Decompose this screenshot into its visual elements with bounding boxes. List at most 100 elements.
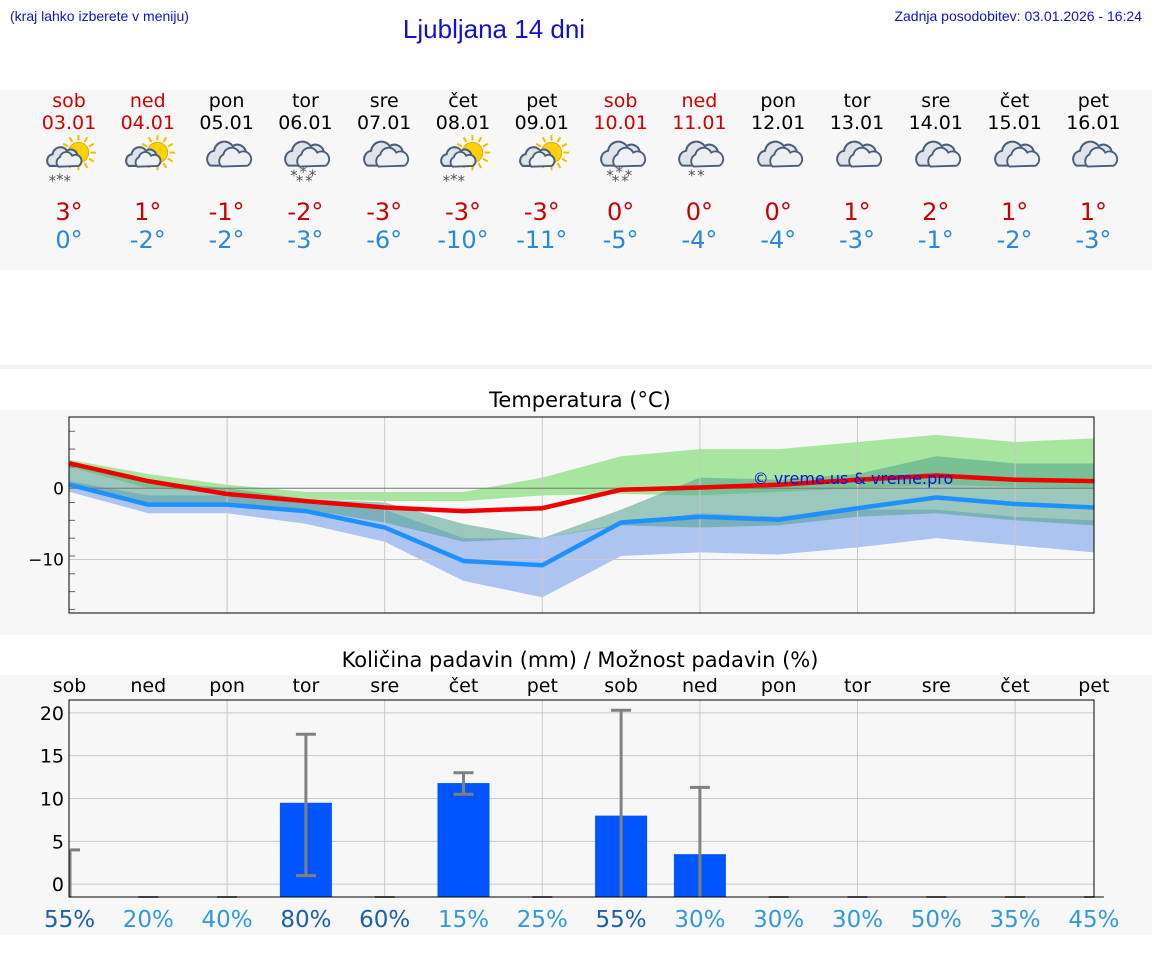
category-label: pet bbox=[1078, 675, 1109, 697]
section-divider bbox=[0, 365, 1152, 369]
sun-ray bbox=[456, 142, 463, 148]
cloud-shape bbox=[1084, 146, 1119, 168]
sun-ray bbox=[462, 136, 468, 143]
sun-ray bbox=[535, 142, 542, 148]
sun-ray bbox=[477, 162, 483, 169]
cloud-shape bbox=[449, 151, 477, 168]
probability-label: 45% bbox=[1068, 907, 1119, 933]
snowflake: * bbox=[621, 172, 628, 188]
y-tick-label: 0 bbox=[53, 479, 64, 499]
max-temperature: 1° bbox=[1000, 198, 1029, 226]
min-temperature: -2° bbox=[129, 226, 166, 254]
sun-ray bbox=[561, 142, 568, 148]
min-temperature: -4° bbox=[760, 226, 797, 254]
day-name: pon bbox=[208, 90, 245, 112]
sun-ray bbox=[167, 142, 174, 148]
category-label: ned bbox=[682, 675, 718, 697]
max-temperature: 1° bbox=[134, 198, 162, 226]
probability-label: 55% bbox=[44, 907, 95, 933]
min-temperature: -5° bbox=[602, 226, 639, 254]
snowflake: * bbox=[688, 167, 695, 185]
min-temperature: -3° bbox=[1075, 226, 1112, 254]
cloud-icon bbox=[363, 140, 410, 168]
sun-cloud-icon bbox=[518, 134, 569, 171]
probability-label: 25% bbox=[517, 907, 568, 933]
snowflake: * bbox=[309, 167, 316, 185]
category-label: sre bbox=[922, 675, 951, 697]
cloud-shape bbox=[134, 151, 162, 168]
day-date: 13.01 bbox=[829, 112, 885, 134]
sun-ray bbox=[88, 142, 95, 148]
sun-ray bbox=[482, 157, 489, 163]
sun-ray bbox=[561, 157, 568, 163]
probability-label: 30% bbox=[753, 907, 804, 933]
probability-label: 30% bbox=[674, 907, 725, 933]
snowflake: * bbox=[306, 172, 313, 188]
max-temperature: -3° bbox=[523, 198, 560, 226]
day-date: 06.01 bbox=[278, 112, 333, 134]
snowflake: * bbox=[624, 167, 631, 185]
probability-label: 15% bbox=[438, 907, 489, 933]
page-title: Ljubljana 14 dni bbox=[402, 14, 586, 44]
max-temperature: -2° bbox=[287, 198, 324, 226]
sun-ray bbox=[83, 162, 89, 169]
max-temperature: 0° bbox=[685, 198, 714, 226]
snowflake: * bbox=[49, 172, 56, 188]
max-temperature: -3° bbox=[445, 198, 481, 226]
min-temperature: -3° bbox=[839, 226, 875, 254]
watermark: © vreme.us & vreme.pro bbox=[753, 469, 954, 488]
sun-ray bbox=[167, 157, 174, 163]
cloud-icon bbox=[914, 140, 961, 168]
y-tick-label: 20 bbox=[40, 703, 64, 725]
day-name: ned bbox=[681, 90, 718, 112]
max-temperature: -1° bbox=[208, 198, 245, 226]
y-tick-label: 0 bbox=[52, 874, 64, 896]
probability-label: 80% bbox=[280, 907, 331, 933]
category-label: sob bbox=[604, 675, 638, 697]
cloud-shape bbox=[690, 146, 725, 168]
min-temperature: 0° bbox=[55, 226, 83, 254]
probability-label: 20% bbox=[123, 907, 174, 933]
precipitation-bar bbox=[437, 783, 490, 897]
sun-ray bbox=[147, 136, 153, 143]
category-label: pet bbox=[527, 675, 558, 697]
location-menu-hint[interactable]: (kraj lahko izberete v meniju) bbox=[10, 8, 189, 24]
cloud-icon bbox=[757, 140, 804, 168]
min-temperature: -11° bbox=[516, 226, 568, 254]
day-date: 05.01 bbox=[199, 112, 254, 134]
sun-cloud-icon bbox=[124, 134, 175, 171]
cloud-icon bbox=[836, 140, 883, 168]
day-name: sob bbox=[603, 90, 638, 112]
min-temperature: -6° bbox=[366, 226, 403, 254]
day-name: tor bbox=[843, 90, 871, 112]
day-name: pon bbox=[760, 90, 797, 112]
snowflake: * bbox=[611, 172, 618, 188]
cloud-shape bbox=[375, 146, 410, 168]
min-temperature: -2° bbox=[208, 226, 245, 254]
y-tick-label: −10 bbox=[28, 551, 64, 571]
cloud-shape bbox=[611, 146, 646, 168]
day-name: čet bbox=[448, 90, 478, 112]
category-label: pon bbox=[761, 675, 797, 697]
snowflake: * bbox=[606, 167, 613, 185]
sun-ray bbox=[556, 162, 561, 169]
cloud-shape bbox=[769, 146, 804, 168]
day-name: sre bbox=[921, 90, 951, 112]
probability-label: 40% bbox=[202, 907, 253, 933]
y-tick-label: 15 bbox=[40, 746, 64, 768]
day-date: 09.01 bbox=[514, 112, 569, 134]
max-temperature: 3° bbox=[55, 198, 83, 226]
day-name: pet bbox=[1077, 90, 1109, 112]
cloud-icon bbox=[1072, 140, 1119, 168]
day-date: 12.01 bbox=[750, 112, 806, 134]
plot-frame bbox=[68, 699, 1095, 898]
sun-ray bbox=[541, 136, 547, 143]
sun-ray bbox=[482, 142, 489, 148]
day-date: 03.01 bbox=[41, 112, 97, 134]
day-date: 11.01 bbox=[672, 112, 727, 134]
plot-frame bbox=[68, 416, 1095, 614]
precipitation-chart: sob ned pon tor sre čet pet sob ned pon tor sre čet p… bbox=[40, 675, 1120, 933]
min-temperature: -10° bbox=[437, 226, 489, 254]
day-name: sob bbox=[52, 90, 86, 112]
category-label: čet bbox=[449, 675, 479, 697]
